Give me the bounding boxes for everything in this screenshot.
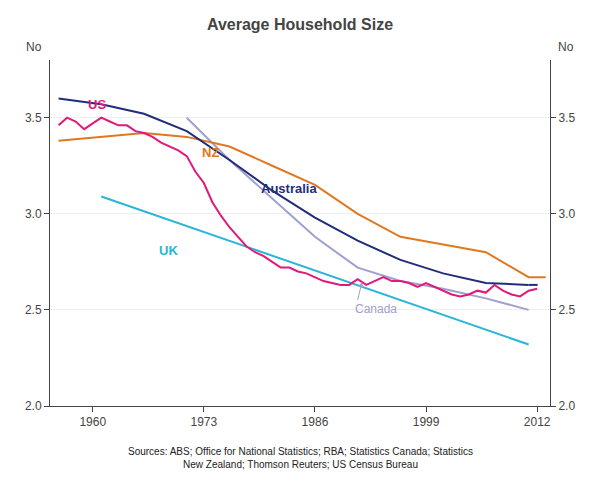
svg-text:1986: 1986 xyxy=(302,415,329,429)
svg-text:2.0: 2.0 xyxy=(25,399,42,413)
svg-text:2012: 2012 xyxy=(524,415,551,429)
svg-text:US: US xyxy=(88,97,106,112)
svg-text:2.0: 2.0 xyxy=(558,399,575,413)
svg-text:3.5: 3.5 xyxy=(558,111,575,125)
svg-text:1999: 1999 xyxy=(413,415,440,429)
svg-text:3.5: 3.5 xyxy=(25,111,42,125)
svg-text:1960: 1960 xyxy=(79,415,106,429)
svg-text:No: No xyxy=(558,40,574,54)
svg-text:Australia: Australia xyxy=(261,181,317,196)
svg-text:NZ: NZ xyxy=(202,145,219,160)
svg-text:Canada: Canada xyxy=(355,302,397,316)
svg-text:2.5: 2.5 xyxy=(558,303,575,317)
svg-text:No: No xyxy=(26,40,42,54)
svg-text:3.0: 3.0 xyxy=(558,207,575,221)
svg-text:Average Household Size: Average Household Size xyxy=(207,16,393,33)
svg-text:2.5: 2.5 xyxy=(25,303,42,317)
svg-text:1973: 1973 xyxy=(190,415,217,429)
svg-text:3.0: 3.0 xyxy=(25,207,42,221)
svg-text:UK: UK xyxy=(159,243,178,258)
svg-text:Sources: ABS; Office for Natio: Sources: ABS; Office for National Statis… xyxy=(128,446,473,470)
